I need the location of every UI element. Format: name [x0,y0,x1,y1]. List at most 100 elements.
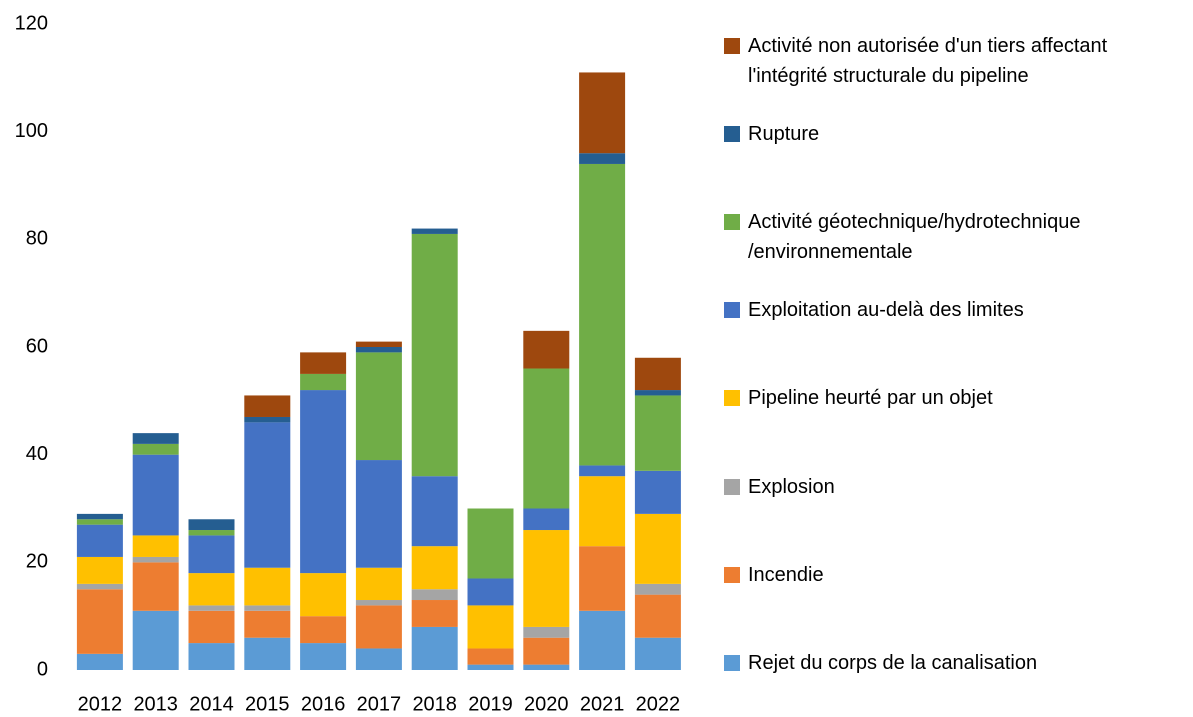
bar-segment [634,390,681,396]
bar-segment [76,556,123,584]
bar-segment [244,637,291,670]
bar-segment [523,637,570,665]
bar-segment [188,610,235,644]
bar-segment [634,583,681,595]
legend-swatch [724,214,740,231]
bar-segment [411,626,458,670]
legend-swatch [724,478,740,495]
x-tick-label: 2019 [468,693,513,715]
bar-segment [523,530,570,627]
bar-segment [579,153,626,164]
y-tick-label: 0 [37,658,48,680]
bar-segment [244,395,291,417]
legend-item: Incendie [724,560,824,590]
bar-segment [188,535,235,574]
bar-segment [76,583,123,590]
x-tick-label: 2016 [301,693,346,715]
legend-item: Explosion [724,472,835,502]
bar-segment [634,513,681,584]
legend-swatch [724,654,740,671]
bar-segment [300,573,347,617]
legend-item: Activité géotechnique/hydrotechnique /en… [724,207,1080,267]
bar-segment [76,653,123,670]
legend-swatch [724,566,740,583]
bar-segment [188,519,235,531]
y-tick-label: 40 [26,443,48,465]
bar-segment [467,578,514,606]
bar-segment [76,589,123,654]
legend-swatch [724,390,740,407]
bar-segment [300,616,347,644]
bar-segment [523,368,570,509]
bar-segment [132,443,179,455]
bar-segment [411,589,458,601]
bar-segment [411,476,458,547]
legend-label: Exploitation au-delà des limites [748,299,1024,322]
x-tick-label: 2012 [78,693,123,715]
bar-segment [76,524,123,557]
bar-segment [132,562,179,611]
y-tick-label: 20 [26,551,48,573]
bar-segment [244,567,291,606]
bar-segment [634,637,681,670]
bar-segment [411,228,458,234]
bar-segment [634,357,681,391]
x-tick-label: 2013 [133,693,178,715]
legend-label: Rupture [748,123,820,146]
bar-segment [132,535,179,557]
bar-segment [188,573,235,606]
bar-segment [300,390,347,574]
bar-segment [188,605,235,611]
bar-segment [579,476,626,547]
bar-segment [467,508,514,579]
bar-segment [467,605,514,649]
x-tick-label: 2017 [357,693,402,715]
legend-item: Pipeline heurté par un objet [724,383,993,413]
bar-segment [523,330,570,369]
bar-segment [76,513,123,520]
legend-label: Explosion [748,475,835,498]
bar-segment [355,347,402,353]
bar-segment [132,610,179,670]
bar-segment [634,594,681,638]
bar-segment [132,556,179,563]
bar-segment [355,341,402,347]
legend-swatch [724,126,740,143]
y-tick-label: 120 [15,12,48,34]
bar-segment [523,626,570,638]
bar-segment [579,72,626,154]
bar-segment [411,546,458,590]
legend-label: Activité géotechnique/hydrotechnique /en… [748,211,1081,264]
bar-segment [355,600,402,606]
x-tick-label: 2015 [245,693,290,715]
legend-label: Pipeline heurté par un objet [748,387,993,410]
bar-segment [188,643,235,670]
x-tick-label: 2020 [524,693,569,715]
bar-segment [132,433,179,444]
legend-swatch [724,302,740,319]
bar-segment [188,530,235,536]
legend-item: Rejet du corps de la canalisation [724,648,1037,678]
legend-item: Activité non autorisée d'un tiers affect… [724,31,1107,91]
bar-segment [76,519,123,525]
bar-segment [244,422,291,568]
bar-segment [300,373,347,391]
legend-label: Incendie [748,563,824,586]
bar-segment [244,416,291,423]
bar-segment [244,610,291,638]
legend-item: Rupture [724,119,819,149]
bar-segment [411,600,458,627]
x-tick-label: 2014 [189,693,234,715]
legend-label: Activité non autorisée d'un tiers affect… [748,35,1108,87]
bar-segment [579,163,626,466]
bar-segment [132,454,179,536]
bar-segment [355,352,402,461]
bar-segment [467,664,514,670]
bar-segment [467,648,514,665]
x-tick-label: 2018 [412,693,457,715]
bar-segment [355,605,402,649]
y-tick-label: 80 [26,228,48,250]
bar-segment [634,470,681,514]
